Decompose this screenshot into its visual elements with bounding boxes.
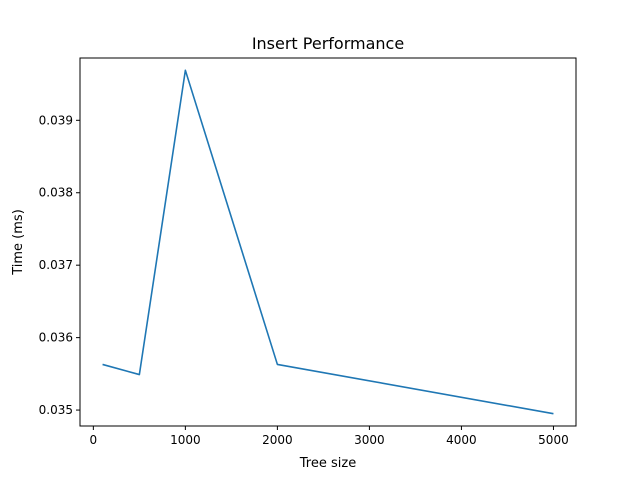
- y-tick-label: 0.039: [39, 113, 73, 127]
- x-tick-label: 1000: [170, 433, 201, 447]
- x-tick-label: 5000: [538, 433, 569, 447]
- x-tick-label: 0: [90, 433, 98, 447]
- x-axis-ticks: 0 1000 2000 3000 4000 5000: [90, 426, 569, 447]
- y-tick-label: 0.036: [39, 331, 73, 345]
- plot-area-frame: [79, 57, 577, 427]
- y-tick-label: 0.035: [39, 403, 73, 417]
- x-axis-label: Tree size: [299, 456, 356, 471]
- series-line-insert-time: [102, 69, 554, 415]
- y-tick-label: 0.038: [39, 186, 73, 200]
- x-tick-label: 4000: [446, 433, 477, 447]
- y-tick-label: 0.037: [39, 258, 73, 272]
- x-tick-label: 2000: [262, 433, 293, 447]
- y-axis-label: Time (ms): [11, 209, 26, 276]
- x-tick-label: 3000: [354, 433, 385, 447]
- chart-title: Insert Performance: [252, 34, 404, 53]
- y-axis-ticks: 0.035 0.036 0.037 0.038 0.039: [39, 113, 80, 417]
